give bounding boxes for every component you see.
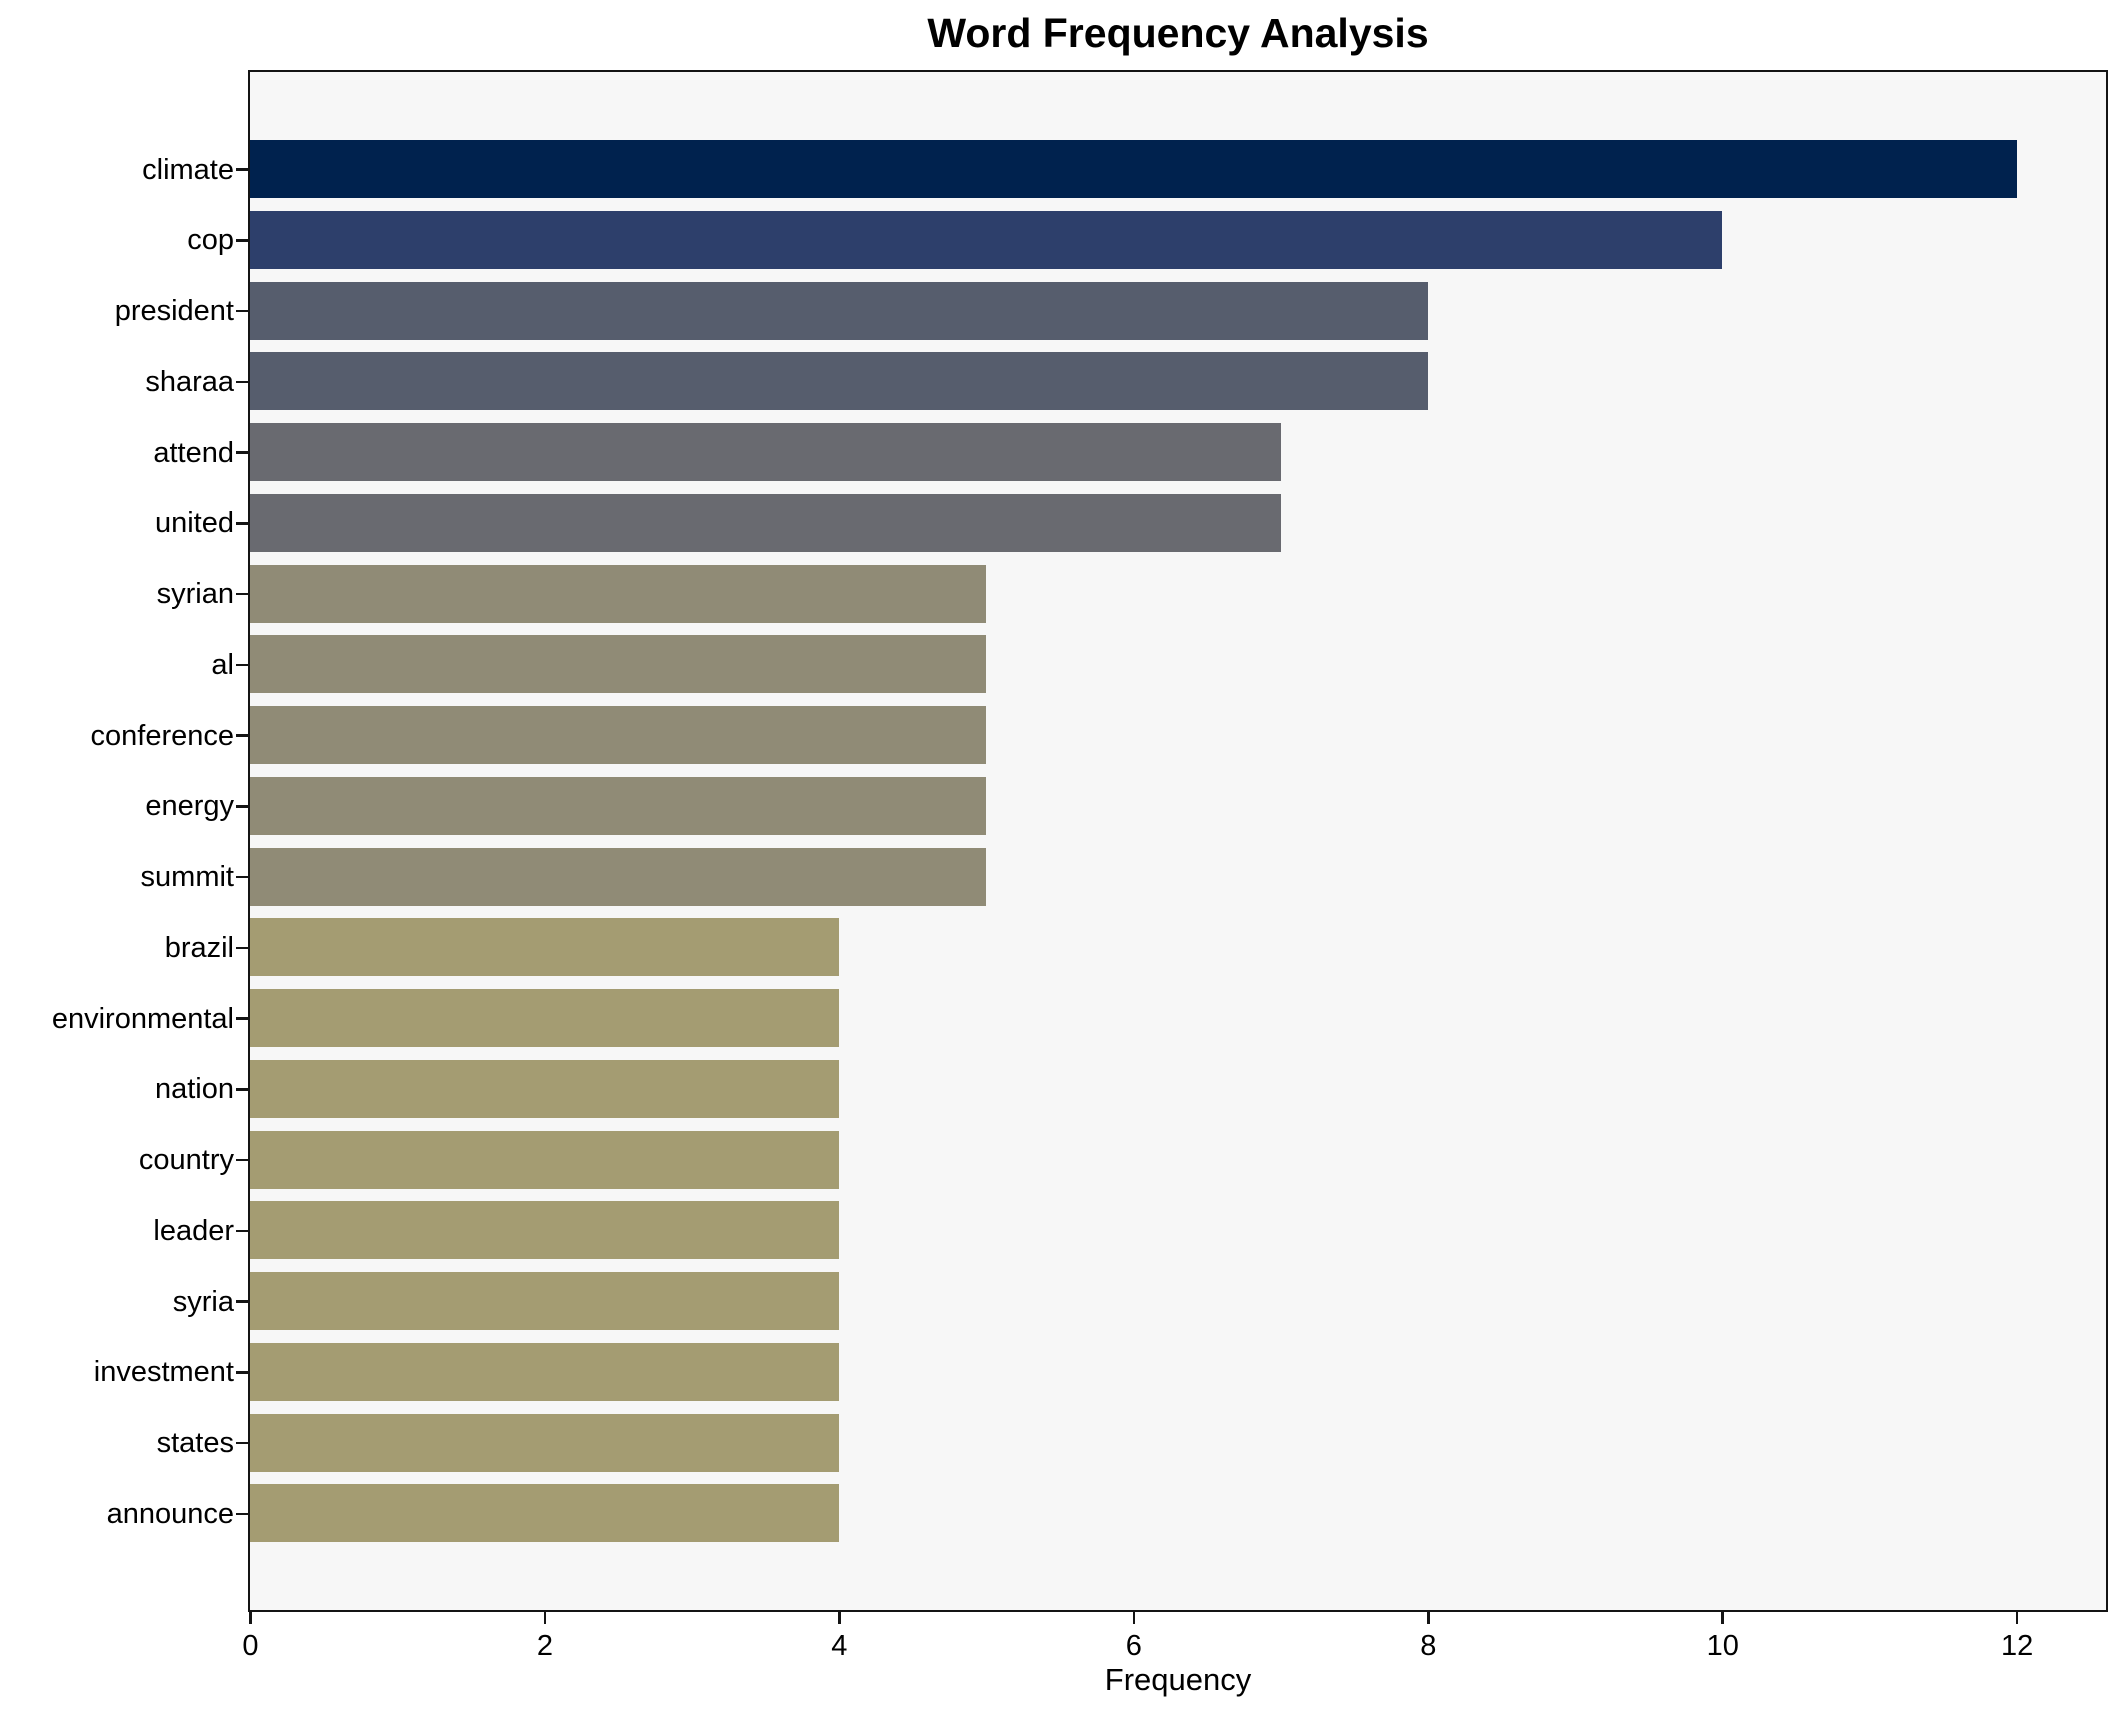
bar-cop [250, 210, 1723, 269]
bar-brazil [250, 918, 839, 977]
x-tick-label-0: 0 [242, 1630, 259, 1662]
y-tick-label-environmental: environmental [51, 1002, 234, 1035]
y-tick-mark [236, 168, 248, 171]
y-tick-mark [236, 1088, 248, 1091]
y-tick-mark [236, 946, 248, 949]
y-tick-label-energy: energy [145, 790, 234, 823]
y-tick-label-country: country [138, 1144, 234, 1176]
x-tick-label-10: 10 [1706, 1630, 1739, 1662]
y-tick-mark [236, 380, 248, 383]
y-axis-labels: climate cop president sharaa attend united syr… [0, 0, 234, 1722]
bar-syria [250, 1272, 839, 1330]
y-tick-mark [236, 1158, 248, 1162]
y-tick-label-syrian: syrian [156, 578, 234, 610]
x-axis-label: Frequency [1104, 1662, 1252, 1697]
bar-nation [250, 1059, 839, 1118]
y-tick-mark [236, 451, 248, 454]
x-tick-label-6: 6 [1125, 1630, 1142, 1662]
x-tick-mark [543, 1612, 547, 1624]
y-tick-mark [236, 1371, 248, 1374]
y-tick-label-announce: announce [106, 1497, 234, 1530]
x-tick-mark [838, 1612, 841, 1624]
y-tick-label-united: united [154, 507, 234, 540]
y-tick-mark [236, 875, 248, 879]
y-tick-label-al: al [211, 648, 234, 681]
bar-environmental [250, 989, 839, 1047]
y-tick-mark [236, 522, 248, 525]
x-tick-label-4: 4 [831, 1630, 848, 1662]
y-tick-mark [236, 592, 248, 596]
y-tick-mark [236, 1441, 248, 1445]
bars-layer [250, 72, 2106, 1610]
y-tick-label-leader: leader [153, 1214, 234, 1247]
bar-climate [250, 140, 2017, 198]
x-tick-mark [1132, 1612, 1136, 1624]
y-tick-mark [236, 1512, 248, 1515]
y-tick-mark [236, 1300, 248, 1303]
bar-leader [250, 1201, 839, 1260]
y-tick-label-attend: attend [153, 436, 234, 469]
bar-attend [250, 423, 1281, 481]
y-tick-label-summit: summit [140, 861, 234, 893]
y-tick-mark [236, 663, 248, 666]
x-tick-mark [1427, 1612, 1430, 1624]
y-tick-label-brazil: brazil [164, 931, 234, 964]
y-tick-mark [236, 734, 248, 737]
bar-united [250, 493, 1281, 552]
y-tick-label-cop: cop [187, 224, 234, 257]
bar-conference [250, 706, 987, 764]
bar-announce [250, 1484, 839, 1543]
y-tick-label-sharaa: sharaa [145, 365, 234, 398]
bar-summit [250, 847, 987, 906]
y-tick-mark [236, 805, 248, 808]
x-tick-label-8: 8 [1420, 1630, 1437, 1662]
y-tick-mark [236, 1229, 248, 1232]
bar-investment [250, 1342, 839, 1401]
x-tick-label-12: 12 [2001, 1630, 2034, 1662]
x-tick-mark [249, 1612, 252, 1624]
x-tick-mark [1721, 1612, 1724, 1624]
bar-country [250, 1130, 839, 1189]
bar-syrian [250, 564, 987, 623]
y-tick-mark [236, 309, 248, 313]
y-tick-label-investment: investment [93, 1356, 234, 1389]
y-tick-label-nation: nation [154, 1073, 234, 1106]
bar-states [250, 1413, 839, 1472]
plot-area [248, 70, 2108, 1612]
y-tick-label-syria: syria [172, 1285, 234, 1318]
x-tick-mark [2015, 1612, 2019, 1624]
bar-energy [250, 776, 987, 835]
bar-al [250, 635, 987, 694]
y-tick-label-states: states [156, 1427, 234, 1459]
y-tick-label-climate: climate [142, 153, 234, 186]
y-tick-label-conference: conference [90, 719, 235, 752]
y-tick-label-president: president [114, 295, 234, 327]
bar-president [250, 281, 1428, 340]
bar-sharaa [250, 352, 1428, 411]
x-tick-label-2: 2 [536, 1630, 553, 1662]
chart-title: Word Frequency Analysis [927, 10, 1429, 56]
y-tick-mark [236, 239, 248, 242]
y-tick-mark [236, 1017, 248, 1020]
